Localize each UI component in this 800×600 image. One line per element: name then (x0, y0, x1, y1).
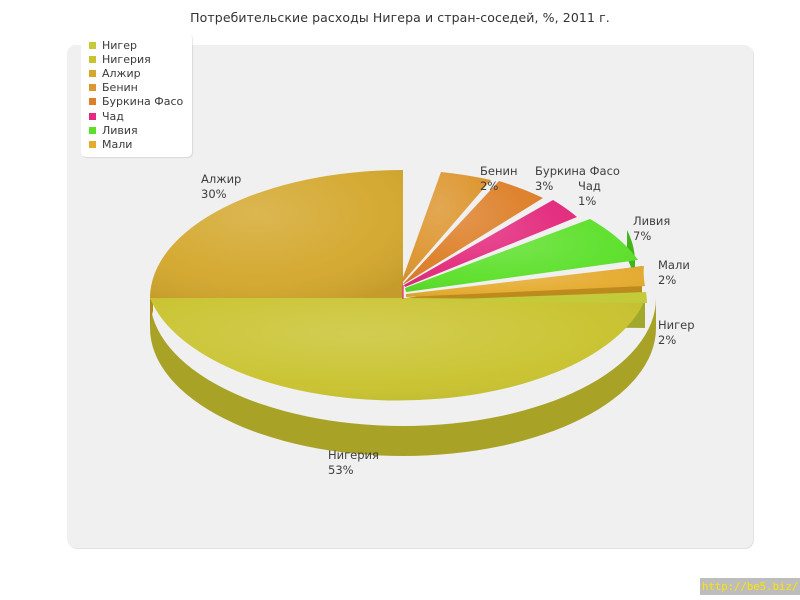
legend-item[interactable]: Бенин (86, 81, 188, 95)
legend-item-label: Нигер (102, 38, 137, 52)
watermark-text: http://be5.biz/ (701, 580, 799, 593)
slice-callout-mali-pct: 2% (658, 272, 677, 287)
legend-item-label: Ливия (102, 123, 138, 137)
slice-callout-chad: Чад 1% (578, 179, 601, 208)
legend-item[interactable]: Ливия (86, 123, 188, 137)
legend-item[interactable]: Мали (86, 137, 188, 151)
pie-slice-nigeria[interactable] (150, 298, 645, 401)
slice-callout-benin: Бенин 2% (480, 164, 517, 193)
slice-callout-nigeria: Нигерия 53% (328, 448, 379, 477)
slice-callout-mali: Мали 2% (658, 258, 690, 287)
slice-callout-algeria-name: Алжир (201, 172, 242, 186)
legend-swatch-icon (89, 84, 96, 92)
legend-item[interactable]: Нигер (86, 38, 188, 52)
legend-item-label: Бенин (102, 81, 138, 95)
pie-slice-niger[interactable] (406, 292, 647, 328)
slice-callout-niger: Нигер 2% (658, 318, 695, 347)
pie-slice-burkina-faso[interactable] (403, 181, 543, 284)
pie-slice-mali[interactable] (406, 266, 645, 297)
slice-callout-burkina-faso: Буркина Фасо 3% (535, 164, 620, 193)
slice-callout-libya-pct: 7% (633, 228, 652, 243)
legend-swatch-icon (89, 126, 96, 134)
legend-item[interactable]: Чад (86, 109, 188, 123)
legend-item[interactable]: Буркина Фасо (86, 95, 188, 109)
legend-item-label: Алжир (102, 66, 141, 80)
slice-callout-benin-pct: 2% (480, 178, 499, 193)
page-title: Потребительские расходы Нигера и стран-с… (190, 10, 610, 25)
chart-legend[interactable]: Нигер Нигерия Алжир Бенин Буркина Фасо Чад Лив… (81, 33, 192, 157)
pie-slice-chad[interactable] (404, 200, 577, 287)
slice-callout-chad-pct: 1% (578, 193, 597, 208)
pie-wall-nigeria (150, 298, 656, 456)
slice-callout-mali-name: Мали (658, 258, 690, 272)
legend-swatch-icon (89, 41, 96, 49)
slice-callout-algeria: Алжир 30% (201, 172, 241, 201)
slice-callout-nigeria-name: Нигерия (328, 448, 379, 462)
slice-callout-libya-name: Ливия (633, 214, 671, 228)
pie-slice-algeria[interactable] (150, 170, 403, 298)
slice-callout-burkina-faso-pct: 3% (535, 178, 554, 193)
pie-chart[interactable] (67, 45, 753, 548)
slice-callout-niger-pct: 2% (658, 332, 677, 347)
legend-item-label: Буркина Фасо (102, 95, 184, 109)
slice-callout-niger-name: Нигер (658, 318, 695, 332)
slice-callout-algeria-pct: 30% (201, 186, 227, 201)
slice-callout-nigeria-pct: 53% (328, 462, 354, 477)
slice-callout-burkina-faso-name: Буркина Фасо (535, 164, 620, 178)
slice-callout-libya: Ливия 7% (633, 214, 670, 243)
legend-item[interactable]: Алжир (86, 66, 188, 80)
legend-item-label: Нигерия (102, 52, 151, 66)
pie-slice-benin[interactable] (401, 172, 491, 283)
pie-slice-libya[interactable] (405, 219, 638, 292)
legend-swatch-icon (89, 140, 96, 148)
legend-item-label: Мали (102, 137, 133, 151)
legend-item-label: Чад (102, 109, 124, 123)
legend-swatch-icon (89, 112, 96, 120)
slice-callout-chad-name: Чад (578, 179, 601, 193)
legend-swatch-icon (89, 98, 96, 106)
legend-swatch-icon (89, 55, 96, 63)
watermark: http://be5.biz/ (700, 578, 800, 595)
legend-swatch-icon (89, 69, 96, 77)
slice-callout-benin-name: Бенин (480, 164, 518, 178)
legend-item[interactable]: Нигерия (86, 52, 188, 66)
